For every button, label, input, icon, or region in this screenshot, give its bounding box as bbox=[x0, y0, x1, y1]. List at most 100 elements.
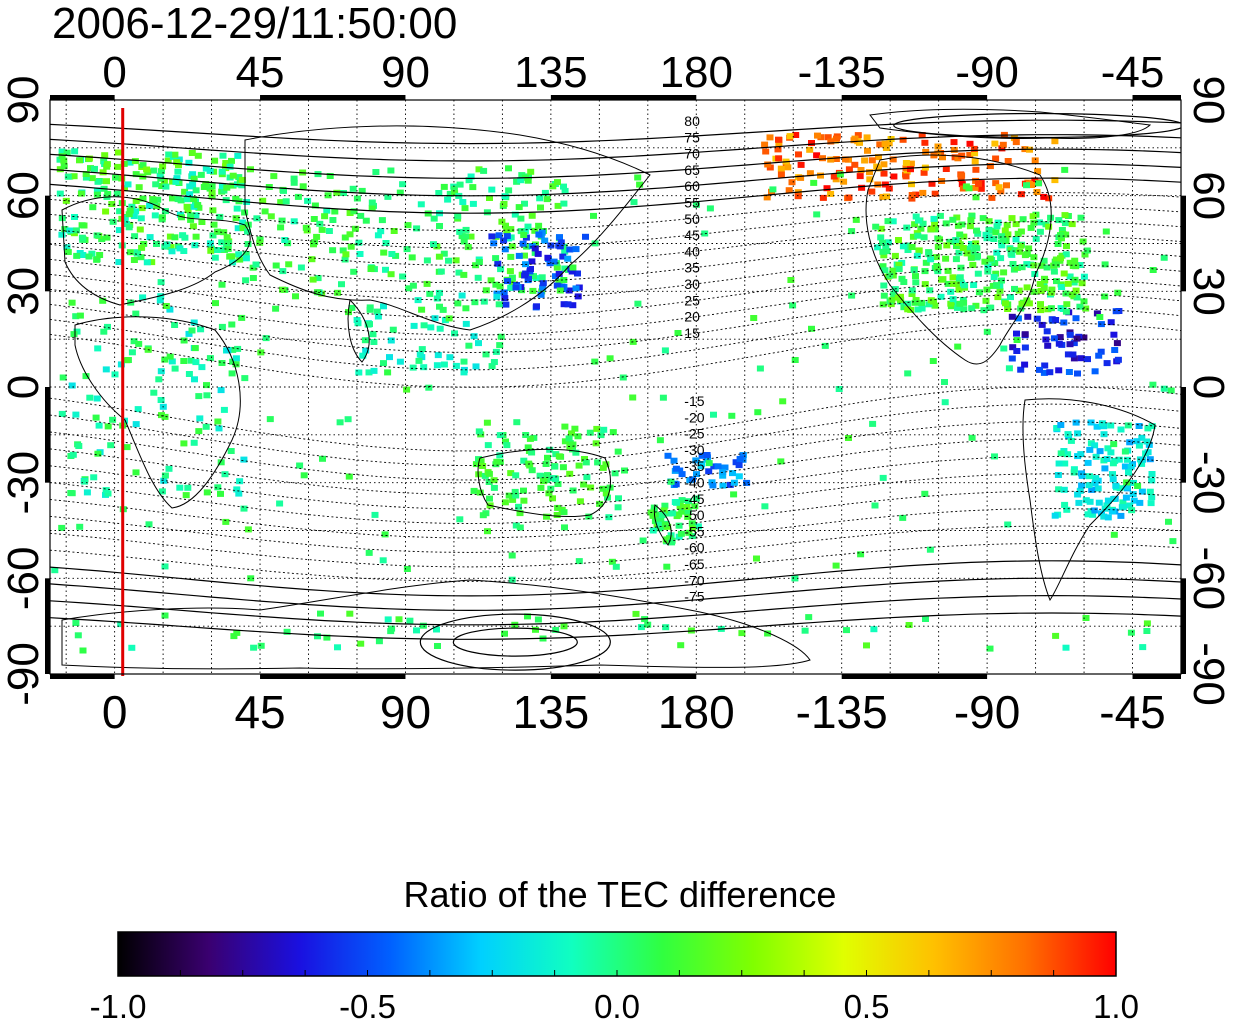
tec-cell bbox=[1138, 488, 1146, 495]
tec-cell bbox=[1043, 264, 1051, 271]
tec-cell bbox=[566, 246, 574, 253]
tec-cell bbox=[879, 263, 887, 270]
tec-cell bbox=[508, 552, 516, 559]
tec-cell bbox=[228, 157, 235, 164]
tec-cell bbox=[1066, 259, 1074, 266]
tec-cell bbox=[874, 244, 882, 251]
tec-cell bbox=[947, 300, 955, 307]
tec-cell bbox=[490, 359, 498, 365]
tec-cell bbox=[1086, 446, 1094, 453]
tec-cell bbox=[544, 454, 551, 461]
contour-label: -70 bbox=[684, 572, 704, 588]
tec-cell bbox=[1040, 285, 1048, 292]
tec-cell bbox=[954, 343, 962, 350]
tec-cell bbox=[1149, 381, 1157, 388]
tec-cell bbox=[572, 246, 580, 253]
tec-cell bbox=[140, 240, 148, 247]
tec-cell bbox=[242, 251, 250, 257]
tec-cell bbox=[440, 250, 448, 257]
contour-line bbox=[50, 438, 1181, 495]
tec-cell bbox=[968, 213, 976, 220]
tec-cell bbox=[1004, 521, 1012, 528]
tec-cell bbox=[848, 292, 856, 299]
colorbar-tick-label: 0.5 bbox=[844, 988, 890, 1024]
tec-cell bbox=[239, 219, 247, 226]
tec-cell bbox=[1005, 365, 1013, 372]
tec-cell bbox=[195, 428, 203, 435]
tec-cell bbox=[950, 146, 958, 153]
tec-cell bbox=[220, 406, 228, 413]
tec-cell bbox=[434, 352, 442, 359]
tec-cell bbox=[104, 190, 112, 197]
tec-cell bbox=[560, 243, 568, 250]
tec-cell bbox=[94, 178, 102, 185]
tec-cell bbox=[279, 268, 287, 275]
tec-cell bbox=[56, 190, 64, 197]
tec-cell bbox=[664, 452, 672, 459]
tec-cell bbox=[958, 152, 966, 159]
tec-cell bbox=[1138, 460, 1146, 467]
tec-cell bbox=[1064, 431, 1072, 438]
tec-cell bbox=[864, 147, 871, 154]
tec-cell bbox=[877, 225, 885, 232]
tec-cell bbox=[64, 173, 72, 180]
tec-cell bbox=[1055, 460, 1063, 467]
tec-cell bbox=[732, 459, 740, 466]
tec-cell bbox=[130, 257, 138, 263]
tec-cell bbox=[214, 247, 221, 253]
tec-cell bbox=[614, 448, 622, 455]
tec-cell bbox=[1091, 368, 1099, 375]
tec-cell bbox=[324, 192, 332, 199]
tec-cell bbox=[944, 267, 952, 274]
tec-cell bbox=[507, 284, 515, 291]
tec-cell bbox=[991, 453, 998, 460]
tec-cell bbox=[1107, 319, 1115, 326]
tec-cell bbox=[575, 462, 583, 469]
tec-cell bbox=[689, 525, 697, 532]
tec-cell bbox=[1065, 369, 1073, 375]
tec-cell bbox=[908, 287, 916, 294]
tec-cell bbox=[296, 462, 304, 469]
tec-cell bbox=[1068, 221, 1076, 228]
tec-cell bbox=[410, 322, 418, 329]
tec-cell bbox=[220, 246, 228, 253]
tec-cell bbox=[1109, 471, 1116, 478]
tec-cell bbox=[977, 185, 985, 192]
tec-cell bbox=[1004, 158, 1012, 164]
contour-line bbox=[50, 322, 1181, 388]
tec-cell bbox=[994, 219, 1002, 226]
tec-cell bbox=[568, 268, 576, 275]
tec-cell bbox=[956, 274, 964, 281]
contour-label: 75 bbox=[684, 129, 700, 145]
tec-cell bbox=[381, 531, 389, 538]
tec-cell bbox=[569, 441, 577, 448]
tec-cell bbox=[992, 270, 1000, 277]
tec-cell bbox=[100, 328, 108, 335]
tec-cell bbox=[920, 169, 928, 176]
tec-cell bbox=[158, 183, 166, 189]
tec-cell bbox=[574, 293, 582, 300]
tec-cell bbox=[1085, 482, 1093, 489]
tec-cell bbox=[354, 320, 362, 327]
tec-cell bbox=[1037, 301, 1044, 308]
tec-cell bbox=[1148, 494, 1156, 501]
tec-cell bbox=[238, 314, 246, 321]
tec-cell bbox=[555, 278, 563, 285]
tec-cell bbox=[163, 241, 171, 248]
tec-cell bbox=[850, 137, 858, 144]
tec-cell bbox=[952, 281, 960, 287]
tec-cell bbox=[1073, 335, 1081, 342]
tec-cell bbox=[347, 243, 355, 250]
tec-cell bbox=[990, 274, 998, 280]
tec-cell bbox=[270, 173, 278, 180]
contour-label: -40 bbox=[684, 475, 704, 491]
tec-cell bbox=[134, 406, 142, 413]
lon-tick-label-bottom: 135 bbox=[512, 686, 589, 738]
frame-bar-top bbox=[50, 95, 115, 100]
tec-cell bbox=[991, 140, 999, 147]
tec-cell bbox=[477, 458, 485, 465]
tec-cell bbox=[918, 299, 926, 306]
tec-cell bbox=[203, 382, 210, 389]
contour-label: -50 bbox=[684, 507, 704, 523]
tec-cell bbox=[1101, 261, 1109, 268]
